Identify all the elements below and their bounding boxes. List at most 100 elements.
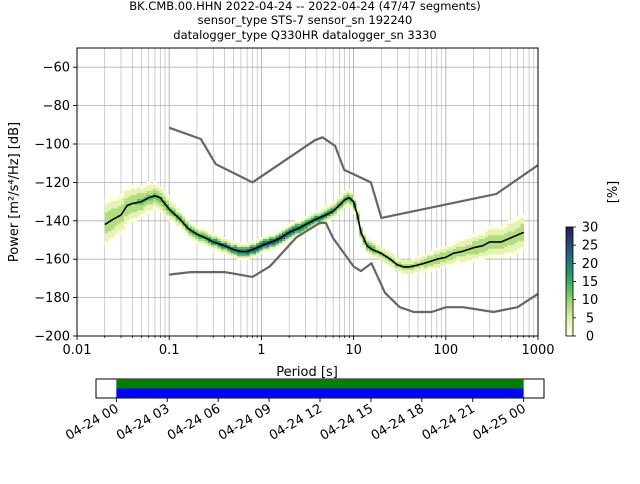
heatmap-cell xyxy=(114,214,118,216)
heatmap-cell xyxy=(117,223,122,226)
heatmap-cell xyxy=(375,246,379,249)
heatmap-cell xyxy=(478,233,483,236)
heatmap-cell xyxy=(391,265,396,268)
heatmap-cell xyxy=(520,225,525,228)
heatmap-cell xyxy=(485,229,489,232)
heatmap-cell xyxy=(369,242,373,245)
heatmap-cell xyxy=(120,194,125,197)
heatmap-cell xyxy=(211,246,215,249)
heatmap-cell xyxy=(146,206,151,209)
heatmap-cell xyxy=(172,202,176,205)
heatmap-cell xyxy=(146,183,151,186)
heatmap-cell xyxy=(323,217,328,220)
heatmap-cell xyxy=(236,254,241,257)
heatmap-cell xyxy=(117,200,122,203)
heatmap-cell xyxy=(452,240,457,243)
heatmap-cell xyxy=(488,242,492,245)
heatmap-cell xyxy=(520,239,525,241)
heatmap-cell xyxy=(456,240,460,243)
heatmap-cell xyxy=(259,252,263,255)
heatmap-cell xyxy=(520,246,525,249)
heatmap-cell xyxy=(104,231,109,234)
heatmap-cell xyxy=(449,260,454,263)
heatmap-cell xyxy=(446,258,450,261)
heatmap-cell xyxy=(497,256,502,259)
heatmap-cell xyxy=(107,214,112,216)
heatmap-cell xyxy=(314,212,318,215)
heatmap-cell xyxy=(111,237,115,240)
heatmap-cell xyxy=(501,235,505,238)
heatmap-cell xyxy=(433,265,438,268)
heatmap-cell xyxy=(456,254,460,257)
heatmap-cell xyxy=(327,214,331,216)
heatmap-cell xyxy=(104,204,109,207)
heatmap-cell xyxy=(127,189,131,192)
heatmap-cell xyxy=(291,221,296,224)
heatmap-cell xyxy=(452,250,457,253)
heatmap-cell xyxy=(182,216,186,218)
heatmap-cell xyxy=(494,231,499,234)
heatmap-cell xyxy=(485,239,489,241)
heatmap-cell xyxy=(114,229,118,232)
heatmap-cell xyxy=(417,265,421,268)
colorbar-tick-label: 5 xyxy=(586,311,594,326)
heatmap-cell xyxy=(320,212,325,215)
heatmap-cell xyxy=(133,219,138,222)
heatmap-cell xyxy=(175,212,180,215)
heatmap-cell xyxy=(517,227,521,230)
heatmap-cell xyxy=(488,246,492,249)
heatmap-cell xyxy=(227,252,231,255)
heatmap-cell xyxy=(378,258,383,261)
heatmap-cell xyxy=(107,221,112,224)
heatmap-cell xyxy=(439,250,444,253)
heatmap-cell xyxy=(136,212,141,215)
x-tick-label: 10 xyxy=(345,343,362,358)
heatmap-cell xyxy=(391,264,396,266)
heatmap-cell xyxy=(159,202,164,205)
heatmap-cell xyxy=(243,246,247,249)
heatmap-cell xyxy=(427,264,431,266)
heatmap-cell xyxy=(246,256,251,259)
heatmap-cell xyxy=(185,223,189,226)
heatmap-cell xyxy=(120,221,125,224)
heatmap-cell xyxy=(520,221,525,224)
heatmap-cell xyxy=(146,187,151,190)
timeline-tick-label: 04-24 03 xyxy=(114,401,172,443)
heatmap-cell xyxy=(327,210,331,213)
heatmap-cell xyxy=(349,194,354,197)
heatmap-cell xyxy=(468,235,473,238)
heatmap-cell xyxy=(449,258,454,261)
heatmap-cell xyxy=(136,191,141,193)
heatmap-cell xyxy=(120,214,125,216)
heatmap-cell xyxy=(301,221,305,224)
heatmap-cell xyxy=(262,239,267,241)
heatmap-cell xyxy=(491,239,496,241)
heatmap-cell xyxy=(227,242,231,245)
heatmap-cell xyxy=(153,200,157,203)
heatmap-cell xyxy=(282,231,286,234)
heatmap-cell xyxy=(153,206,157,209)
heatmap-cell xyxy=(311,221,315,224)
heatmap-cell xyxy=(327,217,331,220)
heatmap-cell xyxy=(159,196,164,199)
heatmap-cell xyxy=(249,244,254,247)
heatmap-cell xyxy=(404,267,408,270)
heatmap-cell xyxy=(507,252,512,255)
heatmap-cell xyxy=(391,254,396,257)
heatmap-cell xyxy=(194,237,199,240)
heatmap-cell xyxy=(497,239,502,241)
heatmap-cell xyxy=(459,248,463,251)
heatmap-cell xyxy=(291,223,296,226)
heatmap-cell xyxy=(481,242,486,245)
heatmap-cell xyxy=(385,250,389,253)
heatmap-cell xyxy=(417,260,421,263)
heatmap-cell xyxy=(136,208,141,211)
heatmap-cell xyxy=(407,271,412,274)
heatmap-cell xyxy=(356,221,360,224)
heatmap-cell xyxy=(439,254,444,257)
heatmap-cell xyxy=(217,237,222,240)
heatmap-cell xyxy=(488,237,492,240)
heatmap-cell xyxy=(475,242,479,245)
heatmap-cell xyxy=(401,264,405,266)
y-tick-label: −200 xyxy=(34,330,70,345)
